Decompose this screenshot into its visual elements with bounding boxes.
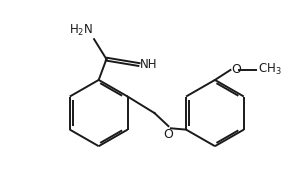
Text: CH$_3$: CH$_3$ — [258, 62, 282, 78]
Text: NH: NH — [140, 58, 158, 71]
Text: O: O — [231, 63, 241, 76]
Text: O: O — [163, 128, 174, 141]
Text: H$_2$N: H$_2$N — [69, 23, 93, 38]
